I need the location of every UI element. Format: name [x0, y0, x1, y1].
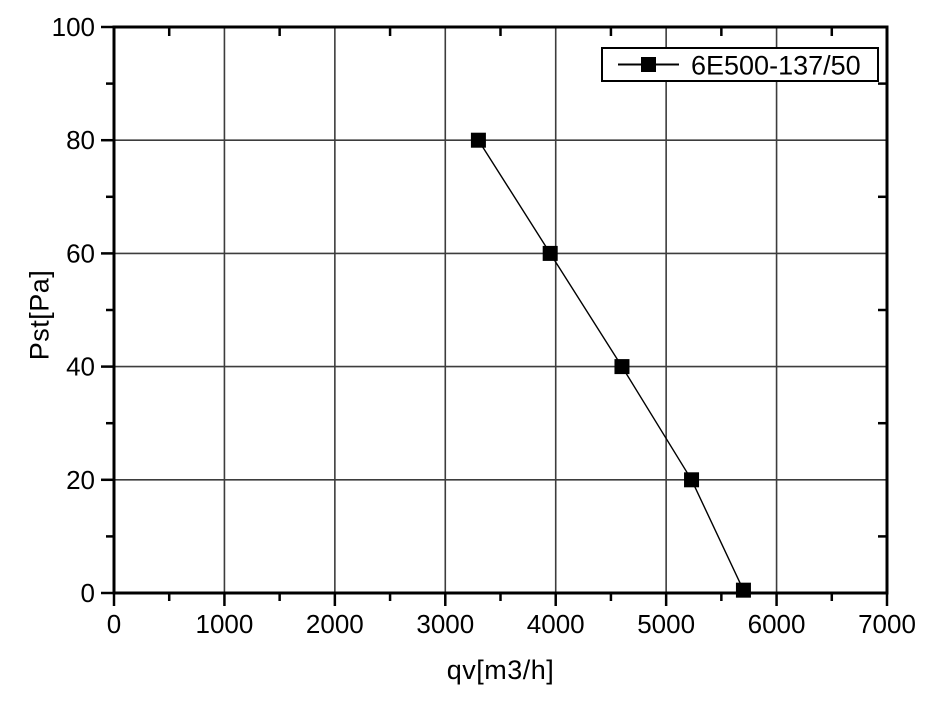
y-tick-label: 80: [66, 125, 95, 155]
x-tick-label: 7000: [858, 609, 916, 639]
y-axis-title: Pst[Pa]: [24, 269, 55, 361]
x-axis-title: qv[m3/h]: [446, 655, 555, 685]
axis-ticks: [101, 25, 889, 606]
legend-entry-label: 6E500-137/50: [691, 51, 861, 81]
y-tick-label: 20: [66, 465, 95, 495]
x-tick-label: 1000: [196, 609, 254, 639]
data-point-marker: [470, 132, 486, 148]
grid-lines: [114, 27, 887, 593]
y-tick-label: 0: [81, 578, 95, 608]
data-point-marker: [735, 582, 751, 598]
x-tick-label: 2000: [306, 609, 364, 639]
data-point-marker: [614, 359, 630, 375]
x-tick-label: 4000: [527, 609, 585, 639]
x-tick-label: 6000: [748, 609, 806, 639]
data-point-marker: [684, 472, 700, 488]
legend-marker-square: [641, 57, 656, 72]
series-line: [477, 139, 745, 591]
x-tick-label: 0: [107, 609, 121, 639]
y-tick-label: 40: [66, 352, 95, 382]
plot-border: [112, 25, 889, 595]
y-tick-label: 100: [52, 12, 95, 42]
data-point-marker: [542, 245, 558, 261]
x-tick-label: 5000: [637, 609, 695, 639]
data-series: [470, 132, 751, 598]
y-tick-label: 60: [66, 238, 95, 268]
axis-frame: [112, 25, 889, 595]
x-tick-label: 3000: [416, 609, 474, 639]
legend-box: 6E500-137/50: [601, 47, 879, 82]
tick-labels: 0 1000 2000 3000 4000 5000 6000 7000 0 20 40 60 80 10…: [52, 12, 916, 639]
